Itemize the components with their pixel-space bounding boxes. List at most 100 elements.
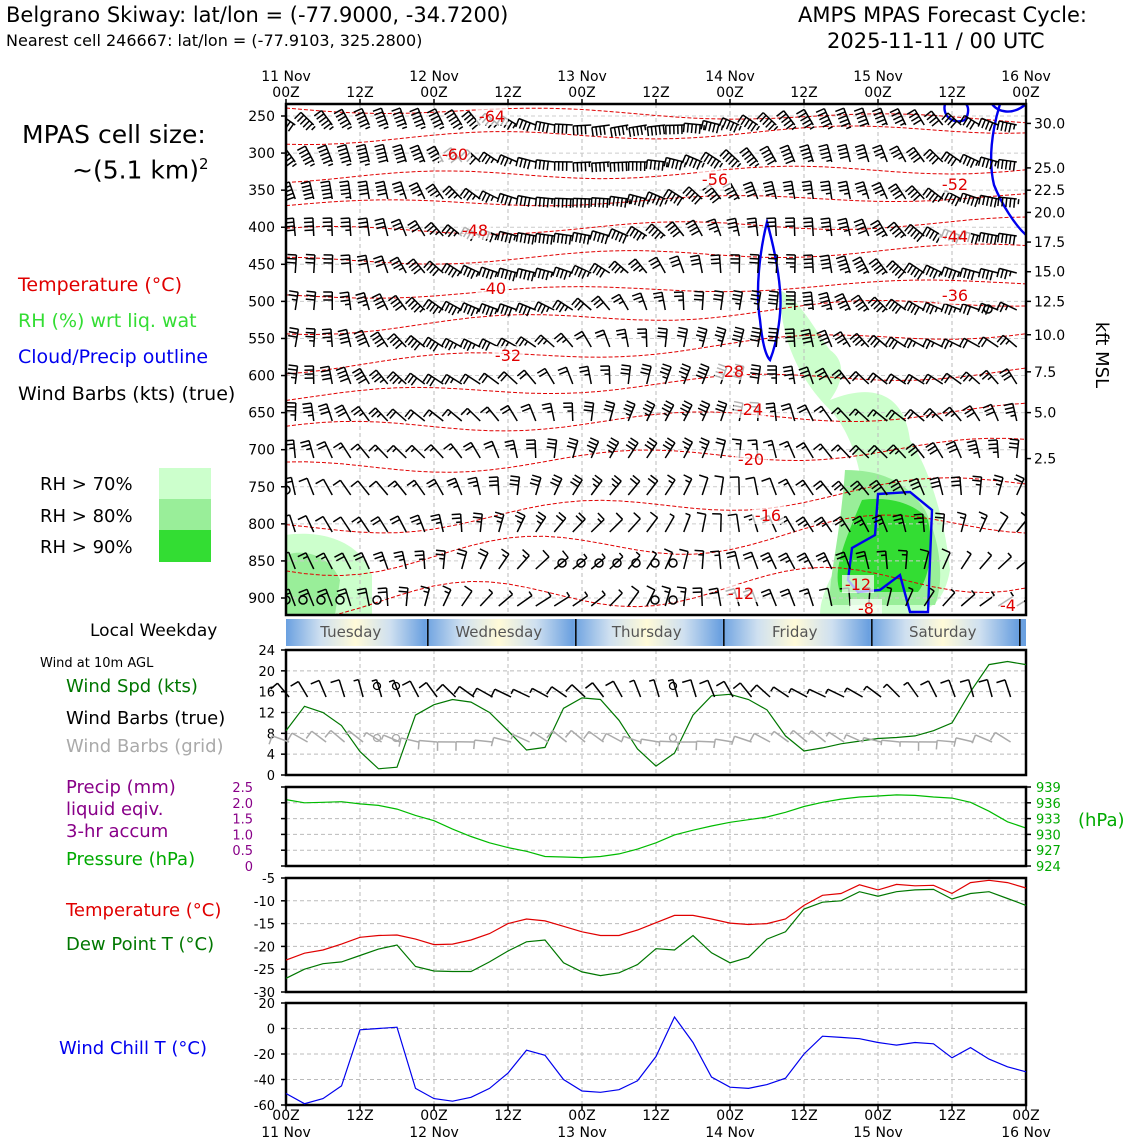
cross-section-barb-flag	[732, 438, 742, 441]
cross-section-barb-flag	[504, 439, 514, 444]
kft-tick-label: 20.0	[1034, 205, 1065, 221]
cross-section-barb-flag	[910, 229, 918, 237]
cross-section-barb-flag	[509, 483, 519, 486]
cross-section-barb-flag	[821, 303, 831, 308]
cross-section-barb-flag	[913, 513, 923, 516]
cross-section-barb-flag	[759, 114, 767, 123]
cross-section-barb-flag	[737, 114, 744, 123]
cross-section-barb-flag	[989, 234, 994, 244]
cell-size-value: ~(5.1 km)2	[72, 155, 209, 185]
cross-section-barb-flag	[856, 554, 866, 559]
cross-section-barb-flag	[641, 367, 651, 372]
cross-section-barb-flag	[677, 330, 687, 335]
cross-section-barb-flag	[947, 117, 955, 126]
rh70-label: RH > 70%	[40, 474, 133, 495]
cross-section-barb	[463, 302, 481, 311]
cross-section-barb-flag	[575, 515, 584, 523]
cross-section-barb-flag	[644, 444, 653, 451]
cross-section-barb-flag	[873, 518, 883, 524]
cross-section-barb-half	[475, 271, 480, 278]
cross-section-barb	[323, 552, 333, 570]
cross-section-barb	[399, 107, 407, 126]
pressure-tick-label: 500	[248, 294, 275, 310]
cross-section-barb-flag	[466, 342, 472, 352]
cross-section-barb-flag	[944, 115, 952, 123]
cross-section-barb	[379, 293, 389, 311]
cross-section-barb-flag	[332, 516, 342, 523]
cross-section-barb-flag	[872, 107, 881, 113]
cross-section-barb-flag	[422, 373, 429, 383]
cross-section-barb-flag	[504, 270, 509, 280]
cross-section-barb	[766, 145, 777, 163]
cross-section-barb-half	[825, 192, 831, 195]
cross-section-barb-flag	[334, 552, 343, 558]
cross-section-barb	[330, 328, 333, 348]
cross-section-barb-flag	[496, 154, 502, 164]
cross-section-barb-flag	[376, 118, 386, 124]
cross-section-barb-flag	[891, 111, 901, 117]
cross-section-barb-flag	[338, 373, 348, 379]
cross-section-barb-flag	[713, 298, 723, 301]
cross-section-barb-half	[429, 447, 435, 452]
cross-section-barb-flag	[356, 374, 365, 381]
cross-section-barb-flag	[305, 257, 315, 260]
isotherm-line	[286, 279, 1026, 299]
cross-section-barb-flag	[746, 192, 756, 198]
cross-section-barb-flag	[286, 188, 293, 193]
cross-section-barb	[393, 333, 407, 348]
surface-barb-true	[591, 682, 605, 698]
cross-section-barb-flag	[634, 196, 638, 206]
isotherm-line	[286, 243, 1026, 265]
calm-circle	[316, 595, 326, 605]
cross-section-barb-flag	[478, 303, 483, 313]
cross-section-barb-flag	[853, 107, 863, 112]
cross-section-barb	[424, 588, 431, 607]
cross-section-barb-flag	[850, 294, 859, 301]
cross-section-barb	[470, 442, 481, 459]
cross-section-barb-flag	[286, 156, 293, 163]
cross-section-barb-flag	[694, 549, 704, 552]
cross-section-barb-flag	[1012, 161, 1016, 171]
cross-section-barb	[609, 480, 622, 496]
cross-section-barb-flag	[744, 185, 754, 190]
cross-section-barb-half	[859, 522, 865, 527]
cross-section-barb	[499, 192, 518, 200]
cross-section-barb-flag	[394, 188, 404, 193]
surface-barb-grid-flag	[305, 730, 313, 739]
cross-section-barb	[555, 266, 573, 274]
cross-section-barb-flag	[527, 197, 531, 207]
cross-section-barb	[536, 267, 555, 274]
cross-section-barb-flag	[516, 511, 526, 517]
cross-section-barb-flag	[722, 151, 730, 160]
temperature-panel-ytick-label: -15	[254, 918, 275, 933]
cross-section-barb-flag	[538, 197, 542, 207]
cross-section-barb-half	[807, 192, 813, 195]
cross-section-barb-flag	[608, 196, 612, 206]
cross-section-barb-flag	[557, 366, 567, 372]
cross-section-barb-flag	[550, 235, 554, 245]
cross-section-barb-flag	[1000, 233, 1004, 243]
cross-section-barb	[980, 267, 999, 274]
pressure-tick-label: 924	[1036, 860, 1061, 875]
cross-section-barb-flag	[1004, 270, 1008, 280]
cross-section-barb-flag	[305, 123, 313, 131]
cross-section-barb	[445, 300, 463, 311]
cross-section-barb-flag	[867, 296, 876, 304]
cross-section-barb	[775, 254, 779, 274]
cross-section-barb-flag	[751, 364, 761, 367]
cross-section-barb-flag	[830, 407, 839, 415]
cross-section-barb	[397, 515, 407, 533]
cross-section-barb-flag	[627, 258, 636, 266]
cross-section-barb-flag	[432, 268, 440, 277]
cross-section-barb-flag	[662, 444, 672, 451]
cross-section-barb-flag	[728, 157, 736, 166]
cross-section-barb-flag	[444, 302, 451, 312]
cloud-outline-path	[943, 104, 970, 123]
cross-section-barb	[410, 335, 426, 348]
cross-section-barb-flag	[432, 306, 439, 315]
cross-section-barb-flag	[428, 111, 438, 118]
cross-section-barb-flag	[678, 370, 688, 376]
cross-section-barb-flag	[977, 336, 984, 345]
cross-section-barb-flag	[477, 190, 484, 200]
cross-section-barb-flag	[977, 303, 983, 312]
